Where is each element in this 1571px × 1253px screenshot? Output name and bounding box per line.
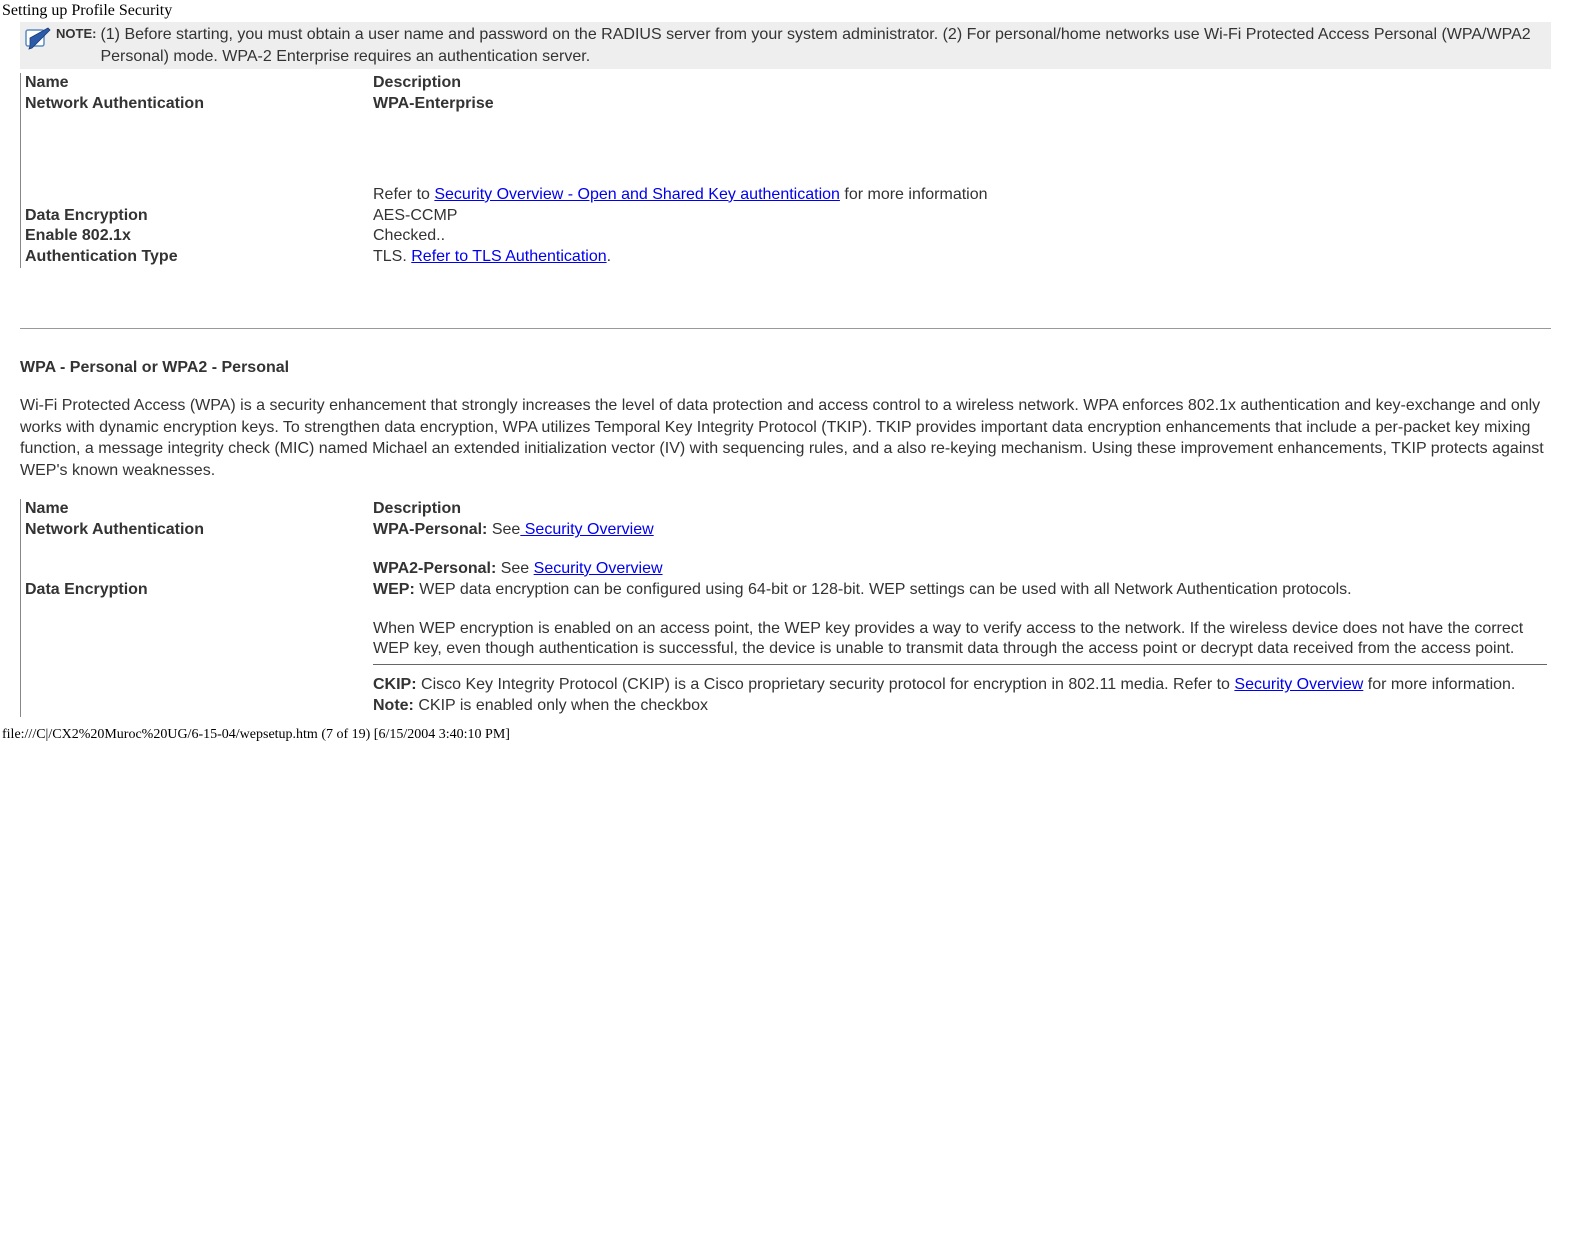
row-value: AES-CCMP bbox=[369, 206, 1551, 227]
refer-suffix: for more information bbox=[840, 186, 988, 203]
main-content: NOTE: (1) Before starting, you must obta… bbox=[0, 22, 1571, 725]
table-row: Name Description bbox=[21, 73, 1551, 94]
row-name: Data Encryption bbox=[21, 580, 370, 717]
ckip-note-label: Note: bbox=[373, 697, 414, 714]
table-row: Authentication Type TLS. Refer to TLS Au… bbox=[21, 247, 1551, 268]
table-row: Network Authentication WPA-Enterprise Re… bbox=[21, 94, 1551, 206]
col-header-desc: Description bbox=[369, 73, 1551, 94]
net-auth-value: WPA-Enterprise bbox=[373, 95, 494, 112]
table-row: Data Encryption AES-CCMP bbox=[21, 206, 1551, 227]
header-desc-text-2: Description bbox=[373, 500, 461, 517]
col-header-name: Name bbox=[21, 499, 370, 520]
section-paragraph: Wi-Fi Protected Access (WPA) is a securi… bbox=[20, 395, 1551, 481]
auth-type-suffix: . bbox=[607, 248, 611, 265]
wep-block-1: WEP: WEP data encryption can be configur… bbox=[373, 580, 1547, 601]
inner-divider bbox=[373, 664, 1547, 665]
row-value: Checked.. bbox=[369, 226, 1551, 247]
ckip-label: CKIP: bbox=[373, 676, 417, 693]
wep-block-2: When WEP encryption is enabled on an acc… bbox=[373, 619, 1547, 661]
row-value: WPA-Enterprise Refer to Security Overvie… bbox=[369, 94, 1551, 206]
table-row: Name Description bbox=[21, 499, 1551, 520]
note-text: (1) Before starting, you must obtain a u… bbox=[100, 24, 1547, 67]
row-value: WEP: WEP data encryption can be configur… bbox=[369, 580, 1551, 717]
row-name: Network Authentication bbox=[21, 520, 370, 580]
ckip-block: CKIP: Cisco Key Integrity Protocol (CKIP… bbox=[373, 675, 1547, 717]
section-heading: WPA - Personal or WPA2 - Personal bbox=[20, 359, 1551, 377]
ckip-text-3: CKIP is enabled only when the checkbox bbox=[414, 697, 708, 714]
tls-auth-link[interactable]: Refer to TLS Authentication bbox=[411, 248, 606, 265]
row-name: Authentication Type bbox=[21, 247, 370, 268]
wpa2-personal-block: WPA2-Personal: See Security Overview bbox=[373, 559, 1546, 580]
row-name: Network Authentication bbox=[21, 94, 370, 206]
table-row: Network Authentication WPA-Personal: See… bbox=[21, 520, 1551, 580]
security-overview-link-4[interactable]: Security Overview bbox=[1234, 676, 1363, 693]
ckip-text-1: Cisco Key Integrity Protocol (CKIP) is a… bbox=[417, 676, 1235, 693]
wep-text-1: WEP data encryption can be configured us… bbox=[415, 581, 1352, 598]
wpa2-personal-see: See bbox=[496, 560, 533, 577]
wep-label: WEP: bbox=[373, 581, 415, 598]
settings-table-2: Name Description Network Authentication … bbox=[20, 499, 1551, 716]
ckip-text-2: for more information. bbox=[1363, 676, 1515, 693]
note-pencil-icon bbox=[24, 26, 52, 55]
row-name: Enable 802.1x bbox=[21, 226, 370, 247]
col-header-name: Name bbox=[21, 73, 370, 94]
row-value: WPA-Personal: See Security Overview WPA2… bbox=[369, 520, 1551, 580]
security-overview-link-3[interactable]: Security Overview bbox=[534, 560, 663, 577]
row-value: TLS. Refer to TLS Authentication. bbox=[369, 247, 1551, 268]
wpa2-personal-label: WPA2-Personal: bbox=[373, 560, 496, 577]
col-header-desc: Description bbox=[369, 499, 1551, 520]
security-overview-link[interactable]: Security Overview - Open and Shared Key … bbox=[434, 186, 840, 203]
wpa-personal-see: See bbox=[487, 521, 520, 538]
note-label: NOTE: bbox=[56, 26, 96, 41]
section-divider bbox=[20, 328, 1551, 329]
footer-path: file:///C|/CX2%20Muroc%20UG/6-15-04/weps… bbox=[0, 725, 1571, 747]
refer-prefix: Refer to bbox=[373, 186, 434, 203]
table-row: Enable 802.1x Checked.. bbox=[21, 226, 1551, 247]
row-name: Data Encryption bbox=[21, 206, 370, 227]
page-title: Setting up Profile Security bbox=[2, 2, 1571, 20]
auth-type-prefix: TLS. bbox=[373, 248, 411, 265]
note-box: NOTE: (1) Before starting, you must obta… bbox=[20, 22, 1551, 69]
wpa-personal-block: WPA-Personal: See Security Overview bbox=[373, 520, 1546, 541]
security-overview-link-2[interactable]: Security Overview bbox=[520, 521, 653, 538]
settings-table-1: Name Description Network Authentication … bbox=[20, 73, 1551, 268]
wpa-personal-label: WPA-Personal: bbox=[373, 521, 487, 538]
header-desc-text: Description bbox=[373, 74, 461, 91]
table-row: Data Encryption WEP: WEP data encryption… bbox=[21, 580, 1551, 717]
spacer bbox=[373, 115, 1546, 185]
